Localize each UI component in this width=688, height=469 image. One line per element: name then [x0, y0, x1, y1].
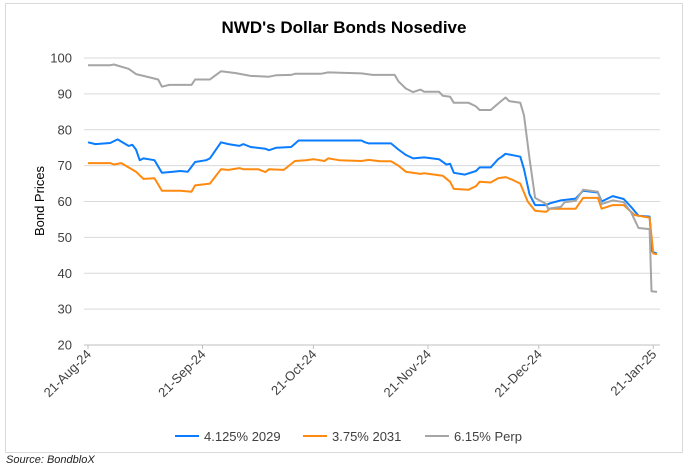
- legend-label: 3.75% 2031: [332, 429, 401, 444]
- y-tick-label: 100: [50, 51, 72, 66]
- legend-item: 6.15% Perp: [425, 429, 522, 444]
- legend-item: 3.75% 2031: [303, 429, 401, 444]
- source-note: Source: BondbloX: [6, 454, 95, 466]
- legend-label: 4.125% 2029: [204, 429, 281, 444]
- series-line: [88, 63, 658, 293]
- series-line: [87, 138, 658, 255]
- y-tick-label: 80: [58, 122, 72, 137]
- y-tick-label: 20: [58, 338, 72, 353]
- chart-title: NWD's Dollar Bonds Nosedive: [222, 18, 467, 37]
- y-tick-label: 30: [58, 302, 72, 317]
- y-tick-label: 90: [58, 86, 72, 101]
- y-axis-label: Bond Prices: [32, 165, 47, 236]
- legend-label: 6.15% Perp: [454, 429, 522, 444]
- y-tick-label: 40: [58, 266, 72, 281]
- legend-item: 4.125% 2029: [175, 429, 281, 444]
- y-tick-label: 50: [58, 230, 72, 245]
- y-tick-label: 70: [58, 158, 72, 173]
- y-tick-label: 60: [58, 194, 72, 209]
- chart-border: [5, 3, 683, 453]
